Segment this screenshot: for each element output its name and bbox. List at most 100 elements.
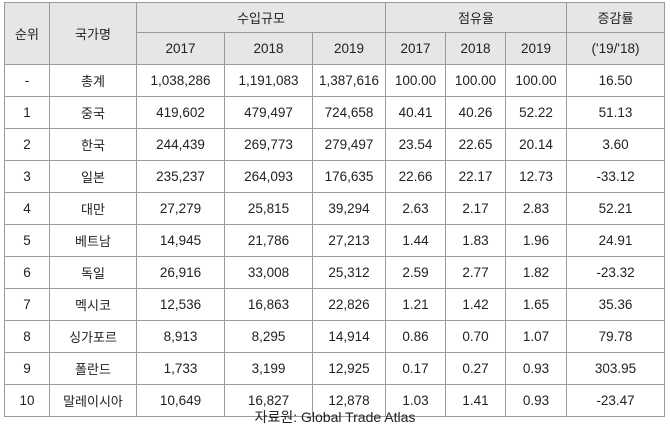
- table-row: 4 대만 27,279 25,815 39,294 2.63 2.17 2.83 52.21: [4, 192, 665, 225]
- share-2019-cell: 12.73: [505, 160, 567, 193]
- header-import-2017: 2017: [136, 32, 225, 65]
- import-2019-cell: 27,213: [312, 224, 386, 257]
- table-row: - 총계 1,038,286 1,191,083 1,387,616 100.00 100.…: [4, 64, 665, 97]
- import-2017-cell: 1,038,286: [136, 64, 225, 97]
- table-row: 1 중국 419,602 479,497 724,658 40.41 40.26 52.22 5…: [4, 96, 665, 129]
- country-cell: 독일: [49, 256, 137, 289]
- share-2018-cell: 40.26: [445, 96, 506, 129]
- import-2017-cell: 27,279: [136, 192, 225, 225]
- header-growth-period: ('19/'18): [566, 32, 665, 65]
- rank-cell: 1: [4, 96, 50, 129]
- country-cell: 한국: [49, 128, 137, 161]
- share-2019-cell: 20.14: [505, 128, 567, 161]
- source-name: : Global Trade Atlas: [293, 409, 416, 425]
- header-country: 국가명: [49, 2, 137, 65]
- rank-cell: 8: [4, 320, 50, 353]
- country-cell: 중국: [49, 96, 137, 129]
- share-2018-cell: 1.83: [445, 224, 506, 257]
- source-caption: 자료원: Global Trade Atlas: [0, 407, 670, 427]
- country-cell: 총계: [49, 64, 137, 97]
- import-2018-cell: 8,295: [224, 320, 313, 353]
- import-2019-cell: 12,925: [312, 352, 386, 385]
- growth-cell: 16.50: [566, 64, 665, 97]
- rank-cell: 7: [4, 288, 50, 321]
- share-2018-cell: 100.00: [445, 64, 506, 97]
- rank-cell: 2: [4, 128, 50, 161]
- import-2018-cell: 33,008: [224, 256, 313, 289]
- header-import-2019: 2019: [312, 32, 386, 65]
- table-row: 8 싱가포르 8,913 8,295 14,914 0.86 0.70 1.07 79.78: [4, 320, 665, 353]
- import-2017-cell: 8,913: [136, 320, 225, 353]
- import-2017-cell: 244,439: [136, 128, 225, 161]
- import-2017-cell: 14,945: [136, 224, 225, 257]
- rank-cell: 6: [4, 256, 50, 289]
- import-share-table: 순위 국가명 수입규모 점유율 증감률 2017 2018 2019 2017 …: [4, 2, 665, 417]
- share-2018-cell: 0.27: [445, 352, 506, 385]
- import-2017-cell: 419,602: [136, 96, 225, 129]
- country-cell: 베트남: [49, 224, 137, 257]
- share-2019-cell: 1.96: [505, 224, 567, 257]
- share-2019-cell: 1.07: [505, 320, 567, 353]
- import-2019-cell: 1,387,616: [312, 64, 386, 97]
- import-2018-cell: 25,815: [224, 192, 313, 225]
- share-2019-cell: 1.65: [505, 288, 567, 321]
- import-2018-cell: 21,786: [224, 224, 313, 257]
- growth-cell: 52.21: [566, 192, 665, 225]
- import-2018-cell: 479,497: [224, 96, 313, 129]
- share-2019-cell: 0.93: [505, 352, 567, 385]
- header-import-2018: 2018: [224, 32, 313, 65]
- share-2017-cell: 2.63: [385, 192, 446, 225]
- table-row: 6 독일 26,916 33,008 25,312 2.59 2.77 1.82 -23.32: [4, 256, 665, 289]
- country-cell: 폴란드: [49, 352, 137, 385]
- rank-cell: 4: [4, 192, 50, 225]
- share-2017-cell: 1.44: [385, 224, 446, 257]
- rank-cell: 3: [4, 160, 50, 193]
- growth-cell: 51.13: [566, 96, 665, 129]
- share-2018-cell: 22.17: [445, 160, 506, 193]
- import-2019-cell: 279,497: [312, 128, 386, 161]
- import-2018-cell: 3,199: [224, 352, 313, 385]
- growth-cell: 303.95: [566, 352, 665, 385]
- import-2019-cell: 724,658: [312, 96, 386, 129]
- import-2019-cell: 14,914: [312, 320, 386, 353]
- share-2017-cell: 22.66: [385, 160, 446, 193]
- header-share-2017: 2017: [385, 32, 446, 65]
- import-2018-cell: 264,093: [224, 160, 313, 193]
- share-2018-cell: 1.42: [445, 288, 506, 321]
- table-row: 9 폴란드 1,733 3,199 12,925 0.17 0.27 0.93 303.95: [4, 352, 665, 385]
- share-2019-cell: 1.82: [505, 256, 567, 289]
- growth-cell: 3.60: [566, 128, 665, 161]
- header-rank: 순위: [4, 2, 50, 65]
- header-import-scale: 수입규모: [136, 2, 386, 33]
- growth-cell: -33.12: [566, 160, 665, 193]
- growth-cell: 79.78: [566, 320, 665, 353]
- share-2017-cell: 40.41: [385, 96, 446, 129]
- import-2019-cell: 39,294: [312, 192, 386, 225]
- rank-cell: 10: [4, 384, 50, 417]
- share-2019-cell: 52.22: [505, 96, 567, 129]
- table-row: 7 멕시코 12,536 16,863 22,826 1.21 1.42 1.65 35.36: [4, 288, 665, 321]
- share-2017-cell: 23.54: [385, 128, 446, 161]
- import-2017-cell: 26,916: [136, 256, 225, 289]
- import-2017-cell: 235,237: [136, 160, 225, 193]
- source-label: 자료원: [254, 410, 294, 426]
- country-cell: 말레이시아: [49, 384, 137, 417]
- growth-cell: -23.32: [566, 256, 665, 289]
- table-row: 3 일본 235,237 264,093 176,635 22.66 22.17 12.73-…: [4, 160, 665, 193]
- share-2019-cell: 0.93: [505, 384, 567, 417]
- table-row: 10 말레이시아 10,649 16,827 12,878 1.03 1.41 0.93 -23…: [4, 384, 665, 417]
- import-2017-cell: 1,733: [136, 352, 225, 385]
- import-2018-cell: 16,827: [224, 384, 313, 417]
- table-row: 5 베트남 14,945 21,786 27,213 1.44 1.83 1.96 24.91: [4, 224, 665, 257]
- share-2018-cell: 1.41: [445, 384, 506, 417]
- import-2017-cell: 12,536: [136, 288, 225, 321]
- rank-cell: -: [4, 64, 50, 97]
- growth-cell: 35.36: [566, 288, 665, 321]
- header-share-2018: 2018: [445, 32, 506, 65]
- share-2018-cell: 2.17: [445, 192, 506, 225]
- rank-cell: 9: [4, 352, 50, 385]
- growth-cell: 24.91: [566, 224, 665, 257]
- import-2019-cell: 25,312: [312, 256, 386, 289]
- header-share: 점유율: [385, 2, 567, 33]
- share-2017-cell: 100.00: [385, 64, 446, 97]
